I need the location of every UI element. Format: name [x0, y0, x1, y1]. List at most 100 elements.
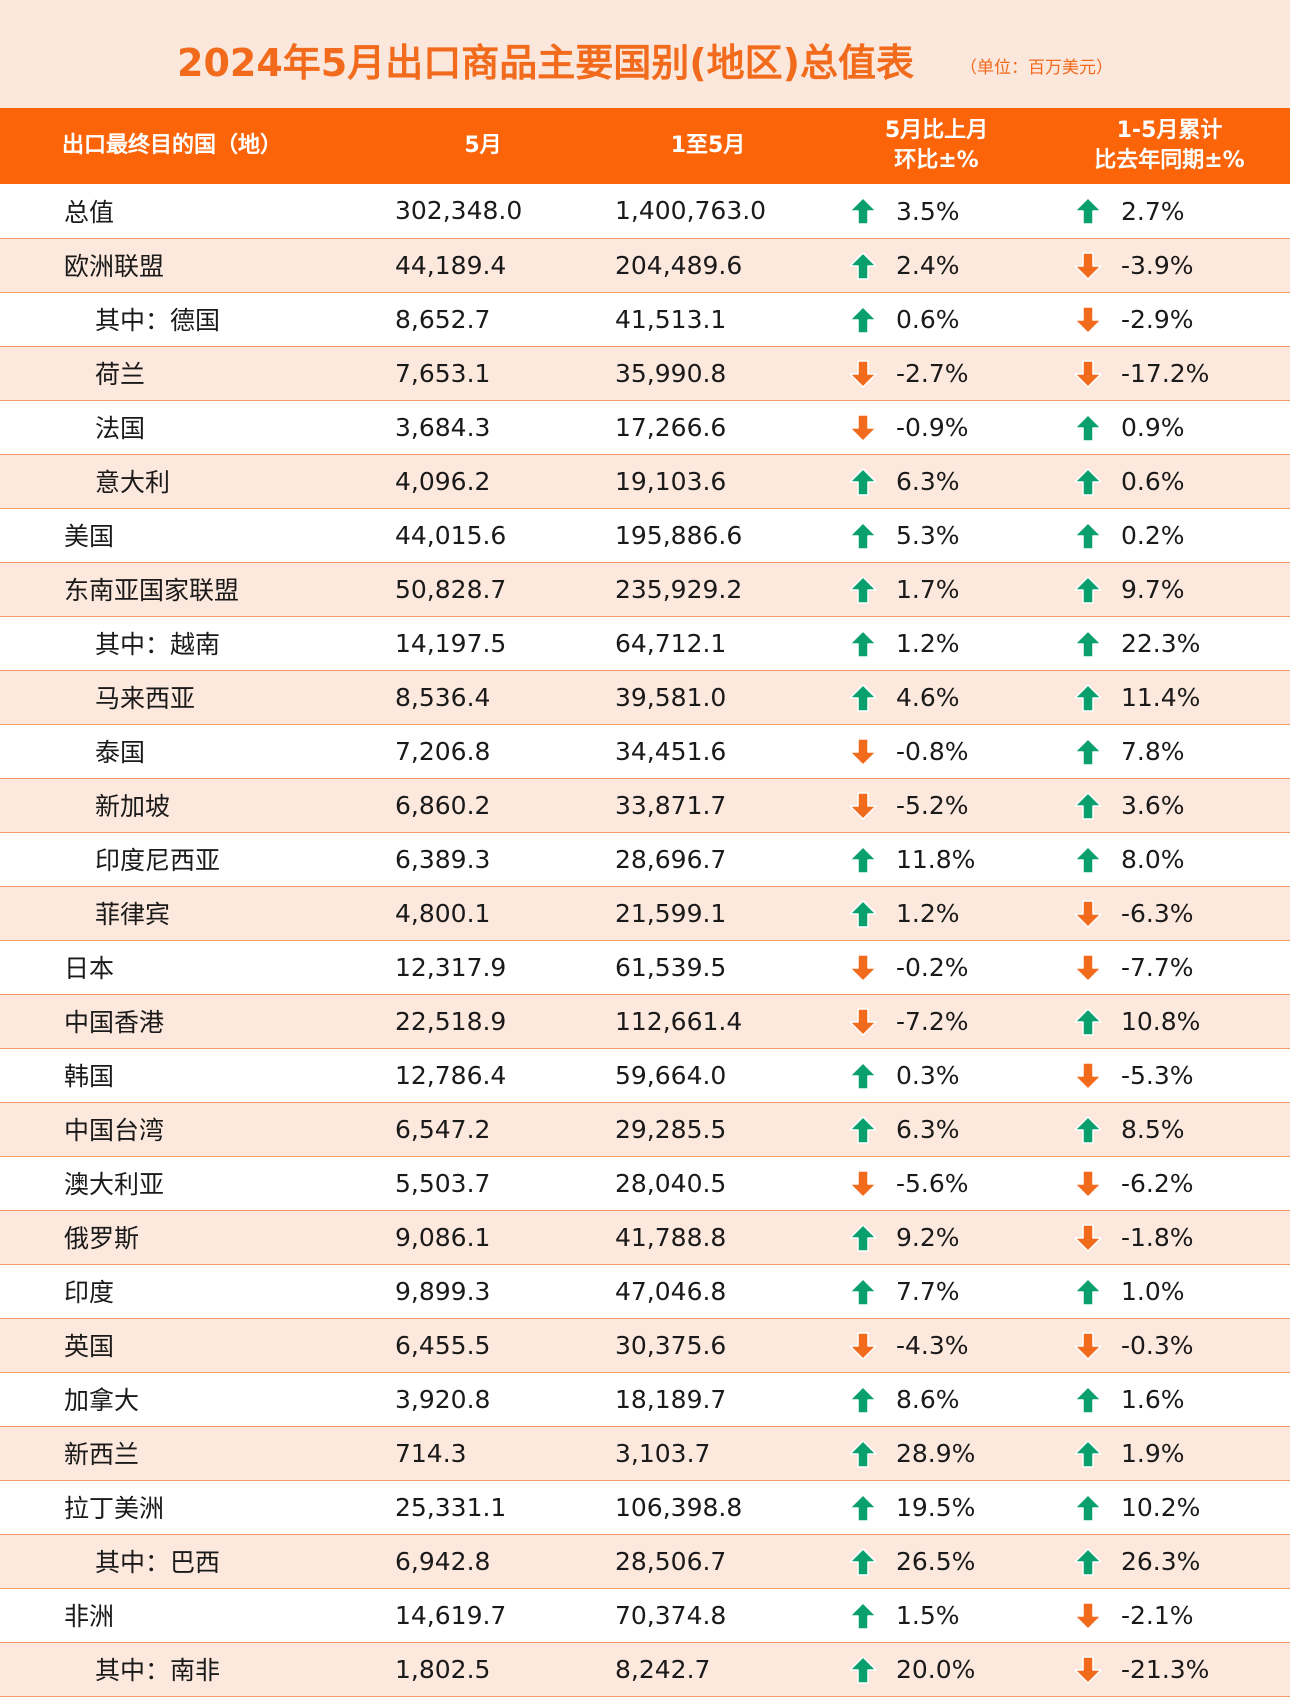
yoy-percent: 26.3%: [1121, 1547, 1201, 1576]
arrow-down-icon: [1073, 899, 1103, 929]
row-destination: 印度: [64, 1278, 115, 1307]
row-mom-change: 20.0%: [824, 1642, 1049, 1696]
arrow-up-icon: [1073, 575, 1103, 605]
row-may-value: 5,503.7: [395, 1168, 491, 1198]
row-mom-change: -5.6%: [824, 1156, 1049, 1210]
row-destination: 菲律宾: [95, 900, 171, 929]
row-destination: 总值: [64, 197, 115, 227]
row-mom-change: -2.7%: [824, 346, 1049, 400]
yoy-percent: -1.8%: [1121, 1223, 1194, 1252]
arrow-down-icon: [848, 413, 878, 443]
mom-percent: -4.3%: [896, 1331, 969, 1360]
table-row: 美国 44,015.6 195,886.6 5.3% 0.2%: [0, 508, 1290, 562]
table-row: 日本 12,317.9 61,539.5 -0.2% -7.7%: [0, 940, 1290, 994]
yoy-percent: 9.7%: [1121, 575, 1185, 604]
yoy-percent: -2.9%: [1121, 305, 1194, 334]
yoy-percent: 0.9%: [1121, 413, 1185, 442]
row-jan-may-value: 195,886.6: [615, 520, 743, 550]
arrow-up-icon: [848, 1277, 878, 1307]
table-row: 俄罗斯 9,086.1 41,788.8 9.2% -1.8%: [0, 1210, 1290, 1264]
row-destination: 其中：巴西: [95, 1548, 221, 1577]
row-may-value: 7,206.8: [395, 736, 491, 766]
row-jan-may-value: 64,712.1: [615, 628, 727, 658]
row-destination: 中国香港: [64, 1008, 165, 1037]
arrow-down-icon: [848, 359, 878, 389]
yoy-percent: 10.8%: [1121, 1007, 1201, 1036]
table-row: 泰国 7,206.8 34,451.6 -0.8% 7.8%: [0, 724, 1290, 778]
row-yoy-change: -6.3%: [1049, 886, 1290, 940]
row-destination: 新加坡: [95, 792, 171, 821]
arrow-down-icon: [848, 737, 878, 767]
row-jan-may-value: 19,103.6: [615, 466, 727, 496]
mom-percent: -5.2%: [896, 791, 969, 820]
row-mom-change: 1.2%: [824, 886, 1049, 940]
arrow-down-icon: [1073, 1601, 1103, 1631]
row-yoy-change: 9.7%: [1049, 562, 1290, 616]
yoy-percent: 1.9%: [1121, 1439, 1185, 1468]
arrow-up-icon: [848, 1115, 878, 1145]
row-may-value: 3,920.8: [395, 1384, 491, 1414]
row-may-value: 50,828.7: [395, 574, 507, 604]
mom-percent: 1.5%: [896, 1601, 960, 1630]
table-row: 印度尼西亚 6,389.3 28,696.7 11.8% 8.0%: [0, 832, 1290, 886]
yoy-percent: -21.3%: [1121, 1655, 1210, 1684]
row-may-value: 14,619.7: [395, 1600, 507, 1630]
row-yoy-change: 7.8%: [1049, 724, 1290, 778]
row-yoy-change: -0.3%: [1049, 1318, 1290, 1372]
row-yoy-change: -17.2%: [1049, 346, 1290, 400]
arrow-up-icon: [1073, 737, 1103, 767]
row-mom-change: -4.3%: [824, 1318, 1049, 1372]
arrow-up-icon: [1073, 413, 1103, 443]
arrow-up-icon: [1073, 521, 1103, 551]
arrow-up-icon: [848, 575, 878, 605]
mom-percent: -0.8%: [896, 737, 969, 766]
row-jan-may-value: 70,374.8: [615, 1600, 727, 1630]
row-mom-change: 1.2%: [824, 616, 1049, 670]
row-yoy-change: 0.9%: [1049, 400, 1290, 454]
row-may-value: 22,518.9: [395, 1006, 507, 1036]
row-jan-may-value: 204,489.6: [615, 250, 743, 280]
row-may-value: 14,197.5: [395, 628, 507, 658]
table-row: 其中：越南 14,197.5 64,712.1 1.2% 22.3%: [0, 616, 1290, 670]
row-mom-change: 4.6%: [824, 670, 1049, 724]
arrow-up-icon: [848, 1439, 878, 1469]
row-yoy-change: 26.3%: [1049, 1534, 1290, 1588]
row-may-value: 302,348.0: [395, 196, 523, 226]
title-banner: 2024年5月出口商品主要国别(地区)总值表 （单位：百万美元）: [0, 0, 1290, 108]
arrow-down-icon: [848, 953, 878, 983]
row-jan-may-value: 33,871.7: [615, 790, 727, 820]
row-may-value: 44,015.6: [395, 520, 507, 550]
arrow-up-icon: [848, 467, 878, 497]
row-may-value: 6,860.2: [395, 790, 491, 820]
row-may-value: 12,786.4: [395, 1060, 507, 1090]
row-jan-may-value: 34,451.6: [615, 736, 727, 766]
mom-percent: 9.2%: [896, 1223, 960, 1252]
row-destination: 荷兰: [95, 360, 146, 389]
header-destination: 出口最终目的国（地）: [62, 133, 283, 158]
mom-percent: 1.2%: [896, 629, 960, 658]
row-yoy-change: -2.9%: [1049, 292, 1290, 346]
table-row: 总值 302,348.0 1,400,763.0 3.5% 2.7%: [0, 184, 1290, 238]
row-may-value: 7,653.1: [395, 358, 491, 388]
header-may: 5月: [464, 133, 502, 158]
row-mom-change: 11.8%: [824, 832, 1049, 886]
yoy-percent: 8.0%: [1121, 845, 1185, 874]
row-destination: 其中：德国: [95, 306, 221, 335]
table-row: 新西兰 714.3 3,103.7 28.9% 1.9%: [0, 1426, 1290, 1480]
table-row: 中国台湾 6,547.2 29,285.5 6.3% 8.5%: [0, 1102, 1290, 1156]
table-row: 其中：巴西 6,942.8 28,506.7 26.5% 26.3%: [0, 1534, 1290, 1588]
row-yoy-change: 10.8%: [1049, 994, 1290, 1048]
mom-percent: 0.3%: [896, 1061, 960, 1090]
arrow-down-icon: [1073, 953, 1103, 983]
arrow-up-icon: [848, 1493, 878, 1523]
mom-percent: 3.5%: [896, 196, 960, 226]
arrow-up-icon: [848, 1223, 878, 1253]
mom-percent: 11.8%: [896, 845, 976, 874]
arrow-up-icon: [848, 845, 878, 875]
arrow-down-icon: [1073, 1331, 1103, 1361]
arrow-up-icon: [1073, 791, 1103, 821]
arrow-down-icon: [1073, 1169, 1103, 1199]
arrow-up-icon: [1073, 196, 1103, 226]
arrow-up-icon: [848, 1385, 878, 1415]
yoy-percent: 10.2%: [1121, 1493, 1201, 1522]
